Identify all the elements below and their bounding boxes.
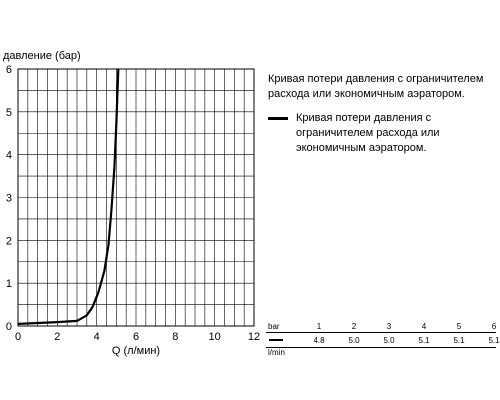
- x-tick-label: 0: [15, 331, 21, 343]
- x-tick-label: 10: [209, 331, 221, 343]
- y-tick-label: 2: [6, 235, 12, 247]
- x-tick-label: 6: [133, 331, 139, 343]
- table-pressure-cell: 1: [316, 322, 322, 331]
- table-flow-cell: 5.0: [348, 336, 360, 345]
- x-tick-label: 2: [54, 331, 60, 343]
- y-tick-label: 5: [6, 107, 12, 119]
- chart-axes: [17, 68, 255, 327]
- x-tick-label: 8: [172, 331, 178, 343]
- table-pressure-cell: 6: [491, 322, 497, 331]
- table-flow-cell: 5.1: [418, 336, 430, 345]
- legend-label: Кривая потери давления с ограничителем р…: [296, 112, 440, 154]
- table-flow-cell: 4.8: [313, 336, 325, 345]
- table-pressure-cell: 5: [456, 322, 462, 331]
- table-top-rule: [266, 332, 496, 333]
- chart-series: [17, 68, 120, 325]
- table-pressure-cell: 3: [386, 322, 392, 331]
- table-flow-cell: 5.1: [488, 336, 500, 345]
- table-line-swatch: [269, 339, 283, 341]
- table-flow-cell: 5.0: [383, 336, 395, 345]
- table-pressure-cell: 2: [351, 322, 357, 331]
- x-tick-label: 4: [94, 331, 100, 343]
- table-pressure-cell: 4: [421, 322, 427, 331]
- table-flow-cell: 5.1: [453, 336, 465, 345]
- table-bottom-rule: [266, 347, 496, 348]
- table-lmin-label: l/min: [268, 348, 285, 357]
- table-bar-label: bar: [268, 322, 280, 331]
- x-axis-label: Q (л/мин): [112, 345, 160, 357]
- pressure-loss-curve: [17, 68, 120, 325]
- y-tick-label: 6: [6, 64, 12, 76]
- y-tick-label: 1: [6, 278, 12, 290]
- x-tick-label: 12: [248, 331, 260, 343]
- chart-grid: [17, 68, 255, 327]
- legend-line-swatch: [268, 117, 288, 120]
- y-axis-label: давление (бар): [3, 50, 81, 62]
- y-tick-label: 0: [6, 321, 12, 333]
- flow-pressure-table: bar l/min 1 2 3 4 5 6 4.8 5.0 5.0 5.1 5.1 5.1: [266, 318, 500, 358]
- plot-frame: [17, 68, 255, 327]
- chart-caption: Кривая потери давления с ограничителем р…: [268, 73, 484, 100]
- y-tick-label: 4: [6, 150, 12, 162]
- y-tick-label: 3: [6, 193, 12, 205]
